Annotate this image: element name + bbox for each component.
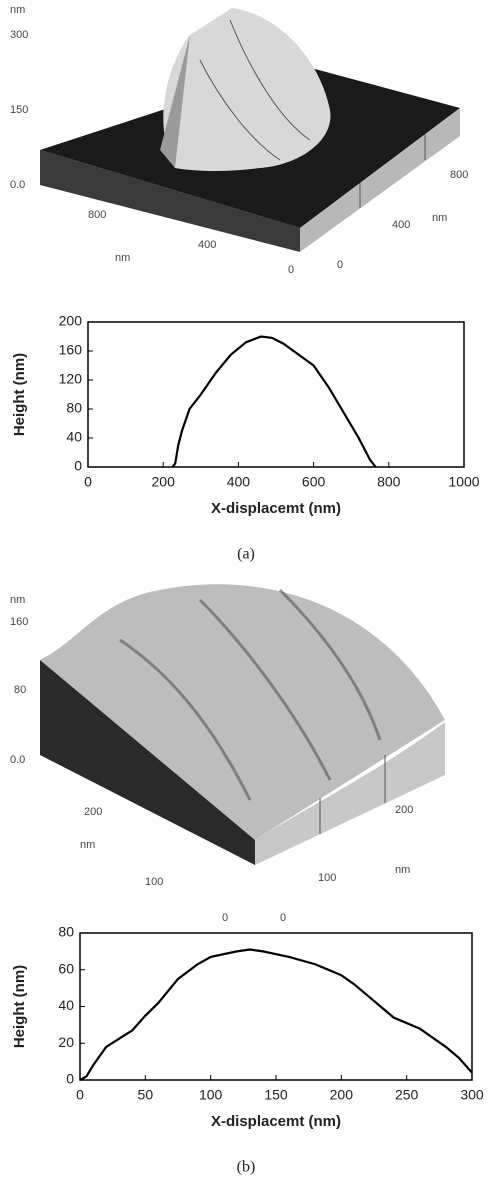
afm-image-b: [40, 584, 445, 865]
x-tick-label: 400: [227, 474, 251, 490]
data-line: [79, 948, 473, 1081]
data-line: [171, 335, 377, 468]
afm-axis-label: 0: [337, 259, 343, 271]
afm-axis-label: 100: [145, 876, 163, 888]
y-tick-label: 80: [66, 400, 82, 416]
y-tick-label: 40: [66, 429, 82, 445]
x-tick-label: 150: [264, 1087, 288, 1103]
afm-axis-label: 200: [84, 806, 102, 818]
afm-axis-label: 0.0: [10, 179, 25, 191]
x-axis-label: X-displacemt (nm): [211, 500, 341, 517]
y-tick-label: 200: [59, 313, 83, 329]
afm-axis-label: 0: [288, 264, 294, 276]
x-tick-label: 300: [460, 1087, 484, 1103]
x-tick-label: 100: [199, 1087, 223, 1103]
y-axis-label: Height (nm): [11, 353, 28, 436]
x-tick-label: 0: [76, 1087, 84, 1103]
afm-axis-label: nm: [10, 594, 25, 606]
afm-axis-label: nm: [115, 252, 130, 264]
afm-axis-label: 200: [395, 804, 413, 816]
y-axis-label: Height (nm): [11, 965, 28, 1048]
y-tick-label: 20: [58, 1034, 74, 1050]
y-tick-label: 160: [59, 342, 83, 358]
y-tick-label: 40: [58, 997, 74, 1013]
afm-axis-label: 400: [392, 219, 410, 231]
afm-axis-label: 400: [198, 239, 216, 251]
y-tick-label: 0: [74, 458, 82, 474]
x-tick-label: 600: [302, 474, 326, 490]
afm-axis-label: 0: [222, 912, 228, 924]
afm-axis-label: nm: [80, 839, 95, 851]
x-tick-label: 50: [138, 1087, 154, 1103]
afm-axis-label: nm: [395, 864, 410, 876]
afm-axis-label: nm: [432, 212, 447, 224]
afm-axis-label: 0: [280, 912, 286, 924]
x-axis-label: X-displacemt (nm): [211, 1113, 341, 1130]
afm-axis-label: 300: [10, 29, 28, 41]
afm-axis-label: 160: [10, 616, 28, 628]
afm-axis-label: 800: [450, 169, 468, 181]
y-tick-label: 80: [58, 924, 74, 940]
afm-axis-label: 80: [14, 684, 26, 696]
afm-axis-label: 100: [318, 872, 336, 884]
afm-axis-label: 150: [10, 104, 28, 116]
x-tick-label: 200: [330, 1087, 354, 1103]
plot-frame: [87, 321, 465, 468]
afm-image-a: [40, 8, 460, 252]
x-tick-label: 800: [377, 474, 401, 490]
x-tick-label: 200: [152, 474, 176, 490]
y-tick-label: 120: [59, 371, 83, 387]
x-tick-label: 0: [84, 474, 92, 490]
afm-axis-label: nm: [10, 4, 25, 16]
y-tick-label: 60: [58, 960, 74, 976]
y-tick-label: 0: [66, 1071, 74, 1087]
afm-axis-label: 0.0: [10, 754, 25, 766]
caption: (b): [237, 1159, 256, 1176]
x-tick-label: 1000: [448, 474, 479, 490]
x-tick-label: 250: [395, 1087, 419, 1103]
caption: (a): [237, 546, 255, 563]
afm-axis-label: 800: [88, 209, 106, 221]
